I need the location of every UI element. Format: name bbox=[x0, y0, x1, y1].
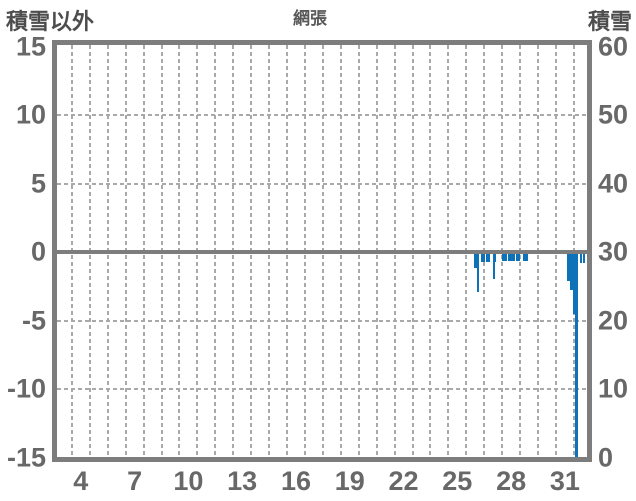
data-bar bbox=[570, 252, 574, 291]
right-axis-title: 積雪 bbox=[587, 9, 632, 34]
value-gridline bbox=[57, 319, 587, 322]
data-bar bbox=[580, 252, 582, 263]
data-bar bbox=[516, 252, 520, 261]
left-axis-tick: 0 bbox=[30, 236, 46, 267]
right-axis-tick: 40 bbox=[598, 168, 629, 198]
data-bar bbox=[481, 252, 485, 263]
x-axis-tick: 10 bbox=[173, 466, 204, 496]
right-axis-tick: 0 bbox=[598, 442, 614, 472]
left-axis-tick: 15 bbox=[15, 31, 46, 61]
plot-frame bbox=[52, 40, 592, 462]
chart-title: 網張 bbox=[293, 9, 327, 28]
data-bar bbox=[492, 252, 495, 280]
x-axis-tick: 31 bbox=[549, 466, 580, 496]
x-axis-tick: 25 bbox=[442, 466, 473, 496]
right-axis-tick: 50 bbox=[598, 99, 629, 130]
data-bar bbox=[567, 252, 571, 281]
x-axis-tick: 19 bbox=[334, 466, 365, 496]
plot-area bbox=[57, 45, 587, 457]
data-bar bbox=[583, 252, 585, 263]
value-gridline bbox=[57, 182, 587, 185]
left-axis-title: 積雪以外 bbox=[6, 9, 95, 34]
x-axis-tick: 28 bbox=[496, 466, 527, 496]
data-bar bbox=[486, 252, 490, 262]
left-axis-tick: -10 bbox=[6, 373, 46, 404]
x-axis-tick: 16 bbox=[280, 466, 312, 496]
x-axis-tick: 13 bbox=[227, 466, 258, 496]
left-axis-tick: 5 bbox=[30, 168, 46, 198]
x-axis-tick: 22 bbox=[388, 466, 419, 496]
x-axis-tick: 4 bbox=[73, 466, 89, 496]
zero-line bbox=[57, 250, 587, 254]
data-bar bbox=[474, 252, 477, 269]
x-axis-tick: 7 bbox=[127, 466, 143, 496]
data-bar bbox=[502, 252, 507, 261]
right-axis-tick: 60 bbox=[598, 31, 629, 61]
left-axis-tick: -5 bbox=[21, 305, 46, 335]
data-bar bbox=[508, 252, 516, 261]
right-axis-tick: 30 bbox=[598, 236, 629, 267]
data-bar bbox=[573, 252, 576, 314]
data-bar bbox=[523, 252, 528, 261]
data-bar bbox=[476, 252, 479, 292]
right-axis-tick: 20 bbox=[598, 305, 629, 335]
value-gridline bbox=[57, 114, 587, 116]
left-axis-tick: 10 bbox=[15, 99, 46, 130]
left-axis-tick: -15 bbox=[6, 442, 46, 472]
right-axis-tick: 10 bbox=[598, 373, 629, 404]
data-bar bbox=[575, 252, 578, 457]
value-gridline bbox=[57, 388, 587, 390]
